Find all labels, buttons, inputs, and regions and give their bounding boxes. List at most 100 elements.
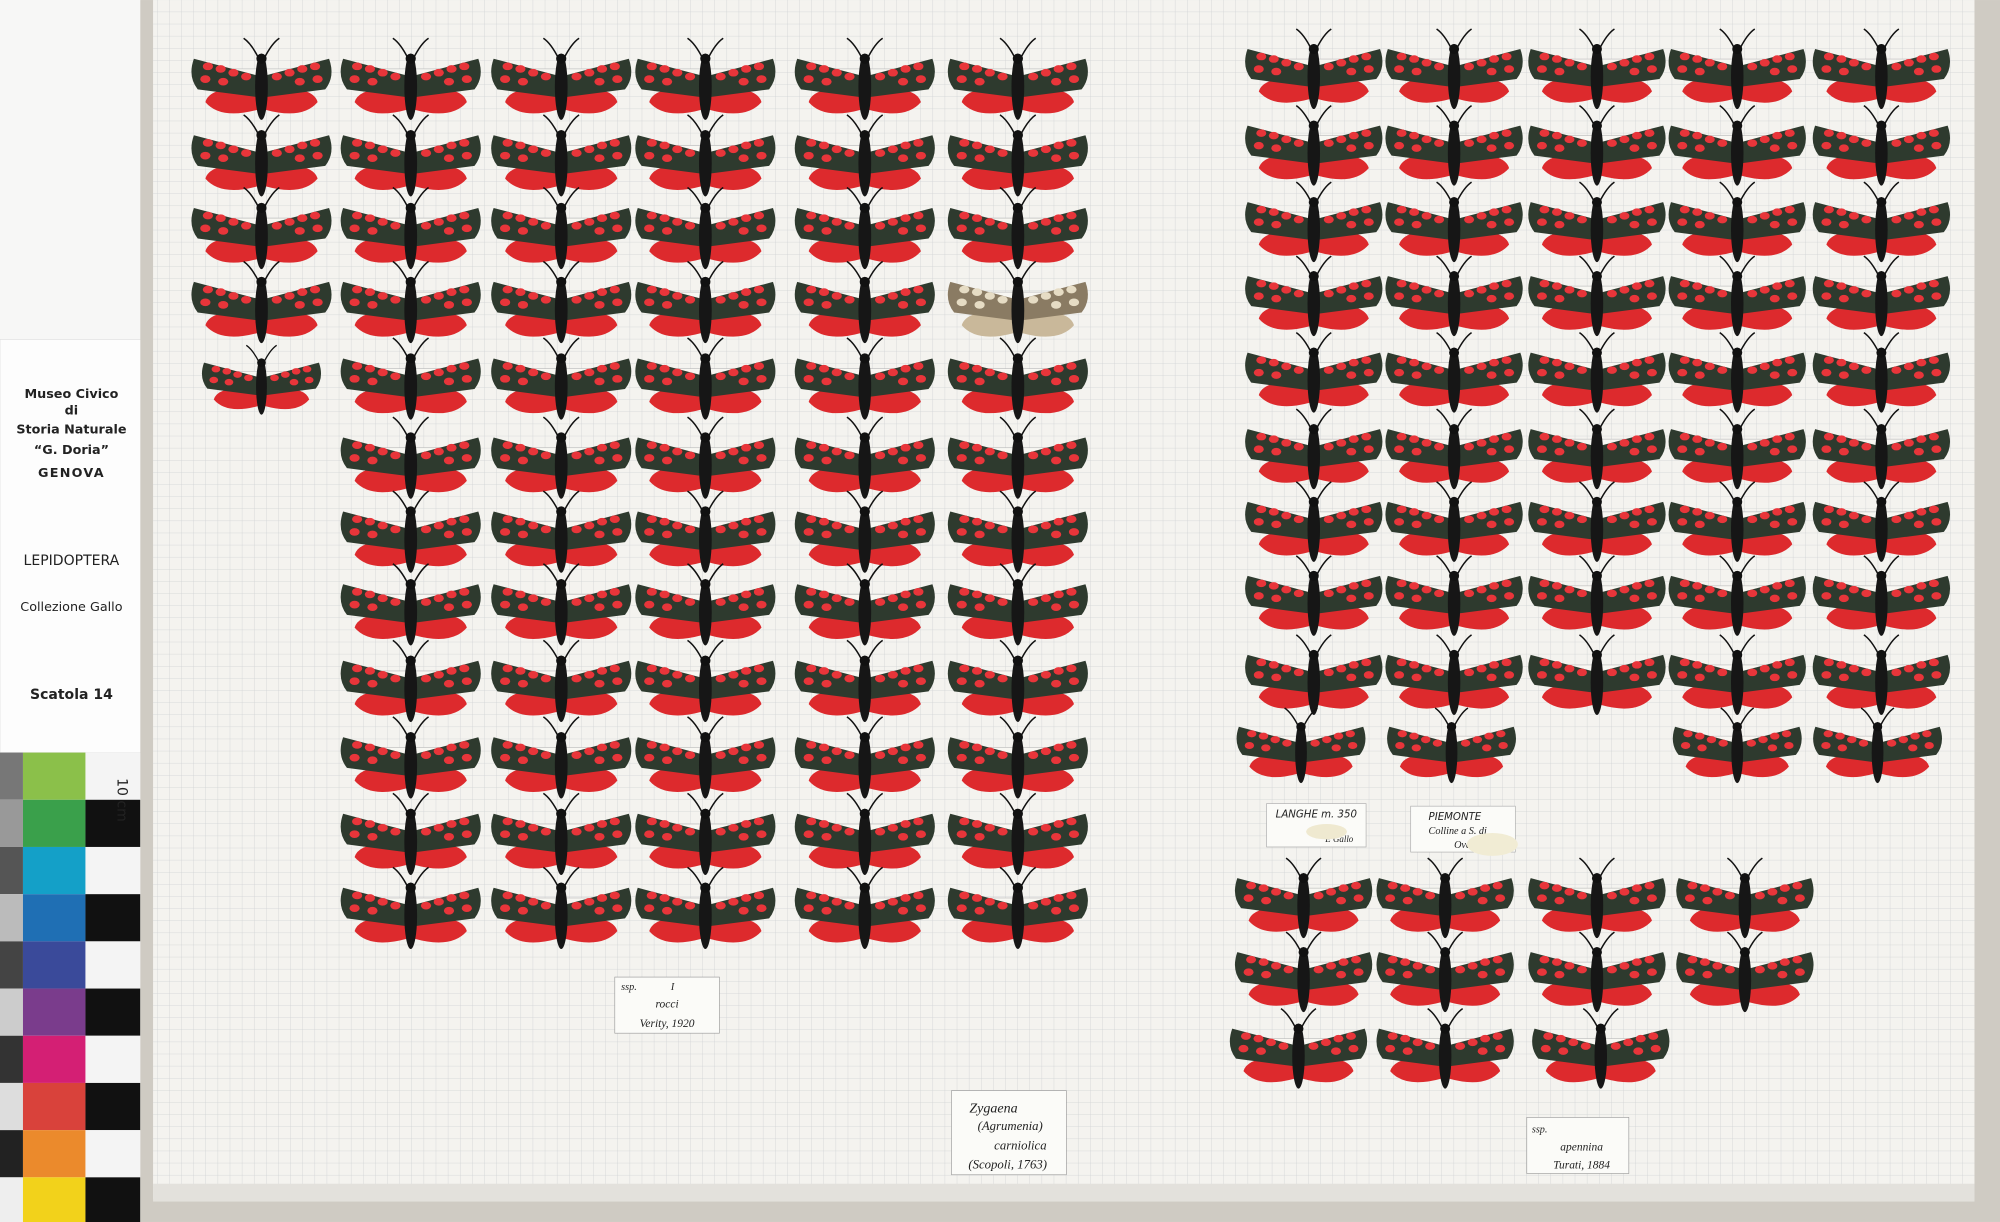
wing-spot [971, 288, 983, 296]
wing-spot [1564, 664, 1575, 673]
wing-spot [1464, 62, 1475, 71]
wing-spot [1646, 894, 1657, 902]
wing-spot [1747, 442, 1758, 451]
wing-spot [1576, 515, 1587, 524]
moth [947, 114, 1088, 197]
wing-spot [1916, 661, 1927, 669]
head [405, 579, 416, 590]
wing-spot [596, 820, 608, 828]
wing-spot [915, 298, 927, 307]
wing-spot [984, 292, 995, 300]
wing-spot [659, 364, 670, 373]
moth [1245, 481, 1383, 562]
wing-spot [1536, 445, 1547, 453]
wing-spot [1823, 579, 1834, 588]
wing-spot [684, 751, 696, 759]
wing-spot [1684, 894, 1695, 902]
wing-spot [756, 375, 767, 383]
body [404, 130, 418, 197]
wing-spot [1068, 600, 1080, 609]
wing-spot [1916, 508, 1927, 516]
wing-spot [875, 674, 886, 683]
wing-spot [1421, 212, 1432, 220]
wing-spot [446, 894, 457, 902]
label-text: Turati, 1884 [1553, 1159, 1610, 1171]
wing-spot [1411, 673, 1422, 682]
wing-spot [1333, 1034, 1344, 1043]
wing-spot [1363, 518, 1374, 526]
wing-spot [1551, 131, 1562, 140]
wing-spot [1348, 508, 1359, 516]
wing-spot [1496, 730, 1506, 738]
wing-spot [974, 756, 985, 765]
wing-spot [515, 141, 526, 150]
wing-spot [915, 224, 927, 233]
wing-spot [1916, 582, 1927, 590]
wing-spot [515, 743, 526, 752]
wing-spot [433, 670, 444, 679]
wing-spot [1068, 224, 1080, 233]
body [1447, 120, 1461, 186]
wing-spot [446, 65, 457, 73]
moth [635, 260, 776, 344]
wing-spot [433, 897, 444, 906]
wing-spot [997, 674, 1008, 683]
wing-spot [1411, 220, 1422, 229]
wing-spot [831, 824, 842, 832]
wing-spot [984, 824, 995, 832]
wing-spot [367, 301, 378, 309]
wing-spot [913, 664, 924, 673]
wing-spot [1040, 145, 1052, 154]
wing-spot [1784, 432, 1795, 441]
swatch [22, 1035, 86, 1083]
wing-spot [974, 301, 985, 309]
wing-spot [294, 154, 305, 163]
wing-spot [1551, 958, 1562, 966]
body [1447, 44, 1461, 110]
wing-spot [1821, 445, 1832, 453]
head [256, 276, 267, 288]
wing-spot [1464, 215, 1475, 224]
wing-spot [1040, 824, 1052, 832]
wing-spot [1434, 366, 1445, 374]
head [1732, 424, 1743, 435]
wing-spot [540, 72, 552, 81]
head [1449, 424, 1460, 435]
wing-spot [461, 528, 472, 536]
moth [1676, 857, 1814, 939]
ruler-square [85, 988, 141, 1036]
wing-spot [1464, 668, 1475, 677]
wing-spot [377, 670, 388, 679]
swatch [22, 941, 86, 989]
wing-spot [594, 530, 605, 539]
wing-spot [831, 521, 842, 530]
wing-spot [644, 677, 655, 685]
wing-spot [672, 747, 683, 756]
wing-spot [1338, 884, 1349, 892]
wing-spot [1784, 279, 1795, 288]
moth [1812, 104, 1951, 186]
body [1445, 722, 1458, 784]
wing-spot [349, 75, 360, 83]
label-text: E Gallo [1324, 834, 1354, 844]
body [1594, 1023, 1608, 1089]
wing-spot [1767, 888, 1778, 896]
wing-spot [1848, 286, 1859, 294]
wing-spot [997, 149, 1008, 157]
body [858, 882, 872, 950]
wing-spot [900, 894, 911, 902]
wing-spot [377, 594, 388, 603]
body [554, 579, 568, 646]
body [404, 506, 418, 573]
moth [1528, 931, 1666, 1013]
body [1730, 197, 1744, 263]
wing-spot [1694, 520, 1705, 529]
body [1297, 873, 1310, 939]
wing-spot [997, 751, 1008, 759]
head [859, 579, 870, 590]
wing-spot [1489, 55, 1500, 63]
wing-spot [1486, 520, 1497, 529]
wing-spot [1838, 294, 1849, 303]
body [1307, 44, 1321, 110]
wing-spot [1256, 356, 1267, 364]
